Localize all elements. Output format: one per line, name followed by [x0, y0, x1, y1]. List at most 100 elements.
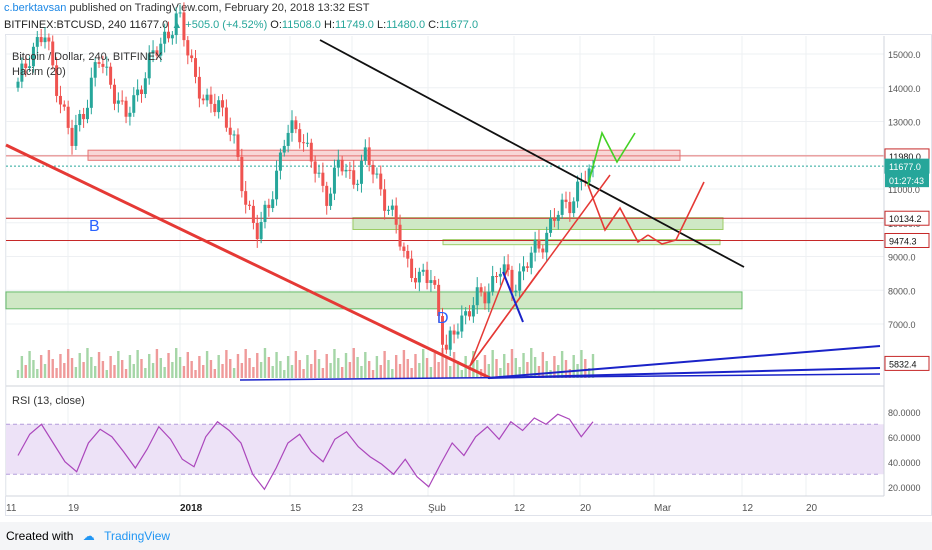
- candle-body: [344, 169, 348, 172]
- volume-bar: [572, 355, 575, 378]
- candle-body: [483, 292, 487, 304]
- candle-body: [545, 232, 549, 253]
- candle-body: [244, 191, 248, 205]
- trend-line: [469, 267, 509, 367]
- candle-body: [475, 287, 479, 306]
- volume-bar: [530, 348, 533, 378]
- candle-body: [255, 222, 259, 240]
- candle-body: [479, 287, 483, 293]
- support-zone: [442, 239, 721, 246]
- tradingview-brand[interactable]: TradingView: [104, 529, 171, 543]
- close-label: C:: [428, 19, 440, 31]
- candle-body: [43, 37, 47, 43]
- candle-body: [263, 204, 267, 222]
- volume-bar: [568, 369, 572, 378]
- countdown-text: 01:27:43: [889, 176, 924, 186]
- volume-bar: [414, 354, 417, 378]
- volume-bar: [545, 361, 548, 378]
- candle-body: [468, 311, 472, 317]
- volume-bar: [163, 367, 166, 378]
- volume-bar: [39, 355, 43, 378]
- price-tick-label: 9000.0: [888, 253, 916, 263]
- candle-body: [248, 204, 252, 206]
- volume-bar: [360, 366, 363, 378]
- rsi-tick-label: 20.0000: [888, 483, 921, 493]
- candle-body: [290, 120, 294, 133]
- candle-body: [510, 269, 514, 293]
- volume-bar: [47, 350, 51, 378]
- volume-bar: [483, 355, 487, 378]
- volume-bar: [109, 356, 112, 378]
- symbol-name[interactable]: BITFINEX:BTCUSD, 240: [4, 19, 127, 31]
- candle-body: [259, 221, 263, 240]
- candle-body: [47, 37, 51, 42]
- trend-line: [319, 39, 745, 268]
- volume-bar: [317, 359, 321, 378]
- volume-bar: [256, 353, 259, 378]
- volume-bar: [549, 370, 552, 378]
- time-tick-label: 19: [68, 503, 80, 514]
- rsi-indicator-label: RSI (13, close): [12, 395, 85, 407]
- volume-bar: [221, 364, 224, 378]
- time-tick-label: 12: [742, 503, 754, 514]
- price-tick-label: 11000.0: [888, 185, 920, 195]
- volume-bar: [59, 354, 62, 378]
- trend-line: [239, 373, 881, 381]
- volume-bar: [352, 348, 355, 378]
- volume-bar: [229, 359, 232, 378]
- candle-body: [437, 284, 441, 317]
- candle-body: [167, 31, 171, 39]
- candle-body: [348, 169, 352, 171]
- volume-bar: [587, 368, 591, 378]
- candle-body: [35, 37, 39, 47]
- candle-body: [143, 78, 147, 95]
- candle-body: [232, 134, 236, 136]
- candle-body: [136, 89, 140, 96]
- volume-bar: [217, 355, 220, 378]
- candle-body: [170, 35, 174, 39]
- rsi-tick-label: 40.0000: [888, 458, 921, 468]
- candle-body: [529, 252, 533, 268]
- candle-body: [359, 160, 363, 184]
- rsi-band: [6, 424, 884, 475]
- candle-body: [151, 50, 155, 54]
- volume-bar: [128, 355, 132, 378]
- candle-body: [402, 246, 406, 251]
- volume-bar: [209, 360, 213, 378]
- price-label-badge: [884, 210, 930, 226]
- candle-body: [190, 55, 194, 59]
- candle-body: [487, 291, 491, 304]
- time-tick-label: 20: [806, 503, 818, 514]
- volume-bar: [24, 365, 27, 378]
- volume-bar: [182, 366, 186, 378]
- candle-body: [271, 199, 275, 209]
- volume-bar: [364, 352, 367, 378]
- candle-body: [101, 63, 105, 67]
- candle-body: [62, 104, 66, 107]
- volume-bar: [329, 363, 332, 378]
- candle-body: [194, 58, 198, 77]
- high-label: H:: [323, 19, 335, 31]
- time-tick-label: 23: [352, 503, 364, 514]
- volume-bar: [418, 363, 421, 378]
- candle-body: [236, 134, 240, 157]
- volume-bar: [136, 350, 139, 378]
- volume-bar: [283, 370, 286, 378]
- tradingview-logo-icon: ☁: [82, 529, 95, 543]
- volume-bar: [472, 351, 475, 378]
- candle-body: [533, 239, 537, 253]
- candle-body: [587, 168, 591, 183]
- candle-body: [294, 120, 298, 130]
- volume-bar: [367, 361, 371, 378]
- trend-line: [469, 269, 541, 367]
- candle-body: [116, 100, 120, 104]
- candle-body: [93, 62, 97, 78]
- chart-svg[interactable]: 7000.08000.09000.010000.011000.012000.01…: [0, 0, 932, 516]
- author-name[interactable]: c.berktavsan: [4, 2, 67, 14]
- volume-bar: [263, 348, 267, 378]
- candle-body: [197, 76, 201, 99]
- candle-body: [514, 290, 518, 293]
- candle-body: [267, 204, 271, 209]
- volume-bar: [456, 361, 460, 378]
- candle-body: [82, 113, 86, 120]
